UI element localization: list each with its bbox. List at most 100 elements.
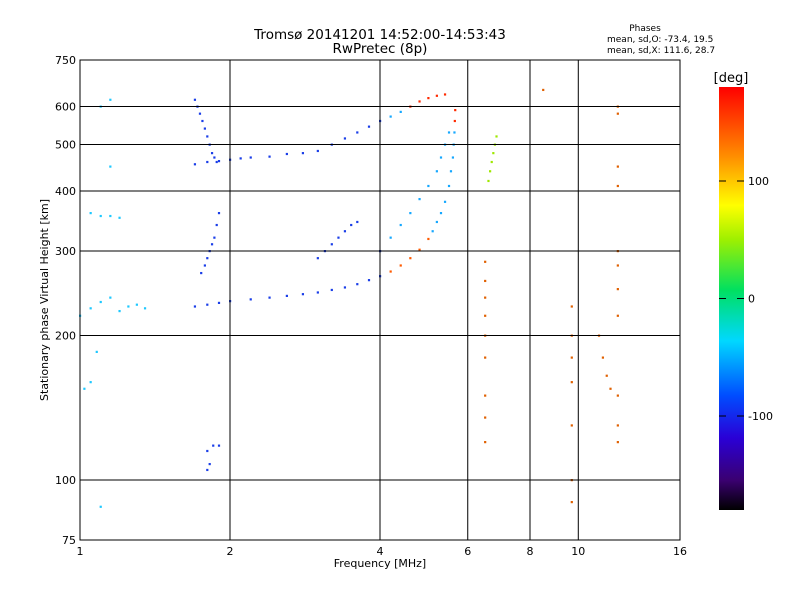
data-point bbox=[447, 131, 451, 134]
data-point bbox=[285, 294, 288, 297]
data-point bbox=[343, 286, 347, 289]
data-point bbox=[239, 157, 242, 160]
data-point bbox=[367, 279, 371, 282]
data-point bbox=[356, 283, 359, 286]
data-point bbox=[89, 381, 92, 384]
data-point bbox=[212, 444, 215, 447]
data-point bbox=[118, 309, 121, 313]
data-point bbox=[484, 441, 487, 444]
data-point bbox=[570, 381, 573, 384]
data-point bbox=[127, 305, 130, 308]
x-axis-label: Frequency [MHz] bbox=[334, 557, 426, 570]
data-point bbox=[435, 220, 438, 224]
phase-stats-o: mean, sd,O: -73.4, 19.5 bbox=[607, 35, 713, 45]
data-point bbox=[427, 97, 430, 100]
data-point bbox=[616, 112, 619, 115]
grid-lines bbox=[80, 60, 680, 540]
data-point bbox=[268, 155, 271, 158]
data-point bbox=[418, 198, 421, 201]
y-tick-label: 300 bbox=[55, 245, 76, 258]
data-point bbox=[609, 387, 612, 390]
colorbar-tick-label: 100 bbox=[748, 175, 769, 188]
y-tick-label: 750 bbox=[55, 54, 76, 67]
data-point bbox=[418, 248, 421, 251]
data-point bbox=[215, 160, 218, 164]
data-point bbox=[213, 156, 216, 159]
x-tick-label: 10 bbox=[571, 545, 585, 558]
data-point bbox=[409, 257, 412, 260]
phase-stats-x: mean, sd,X: 111.6, 28.7 bbox=[607, 46, 715, 56]
data-point bbox=[616, 441, 619, 444]
data-point bbox=[330, 243, 333, 246]
data-point bbox=[484, 296, 487, 299]
data-point bbox=[206, 468, 209, 472]
data-point bbox=[495, 135, 498, 138]
data-point bbox=[89, 212, 92, 215]
data-point bbox=[484, 416, 487, 419]
data-point bbox=[99, 505, 102, 508]
data-point bbox=[447, 184, 451, 188]
data-point bbox=[249, 298, 252, 301]
data-point bbox=[301, 293, 305, 296]
data-point bbox=[109, 296, 112, 299]
data-point bbox=[453, 131, 456, 134]
data-point bbox=[616, 184, 619, 188]
y-tick-label: 500 bbox=[55, 139, 76, 152]
data-point bbox=[118, 216, 121, 219]
data-point bbox=[616, 264, 619, 267]
data-point bbox=[208, 462, 211, 466]
data-point bbox=[217, 444, 221, 447]
data-point bbox=[109, 98, 112, 101]
data-point bbox=[316, 149, 319, 153]
data-point bbox=[399, 223, 402, 227]
data-point bbox=[454, 109, 457, 112]
data-point bbox=[449, 170, 453, 173]
data-point bbox=[439, 156, 443, 159]
data-point bbox=[570, 356, 573, 359]
data-point bbox=[399, 110, 402, 113]
colorbar-tick-label: 0 bbox=[748, 293, 755, 306]
data-point bbox=[268, 296, 271, 299]
data-point bbox=[409, 212, 412, 215]
data-point bbox=[217, 160, 221, 163]
data-point bbox=[367, 125, 371, 128]
data-point bbox=[356, 220, 359, 224]
data-point bbox=[99, 300, 102, 304]
data-point bbox=[217, 212, 221, 215]
data-point bbox=[200, 271, 203, 275]
data-point bbox=[443, 200, 447, 203]
data-point bbox=[439, 212, 443, 215]
data-point bbox=[389, 236, 392, 239]
data-point bbox=[193, 305, 197, 308]
data-point bbox=[484, 356, 487, 359]
data-points bbox=[79, 88, 619, 508]
y-tick-label: 200 bbox=[55, 330, 76, 343]
data-point bbox=[206, 449, 209, 453]
data-point bbox=[343, 230, 347, 233]
colorbar-label: [deg] bbox=[714, 71, 749, 86]
data-point bbox=[193, 163, 197, 166]
data-point bbox=[453, 119, 456, 123]
data-point bbox=[198, 112, 202, 115]
data-point bbox=[487, 179, 490, 183]
x-tick-label: 6 bbox=[464, 545, 471, 558]
data-point bbox=[492, 152, 495, 155]
data-point bbox=[389, 115, 392, 118]
colorbar-ticks: 100 0 -100 bbox=[719, 175, 773, 423]
data-point bbox=[285, 152, 288, 156]
data-point bbox=[109, 214, 112, 218]
x-tick-label: 1 bbox=[77, 545, 84, 558]
data-point bbox=[343, 137, 347, 140]
data-point bbox=[217, 301, 221, 305]
x-tick-label: 2 bbox=[227, 545, 234, 558]
data-point bbox=[135, 303, 138, 306]
data-point bbox=[484, 279, 487, 283]
x-tick-label: 16 bbox=[673, 545, 687, 558]
data-point bbox=[206, 303, 209, 306]
data-point bbox=[484, 314, 487, 317]
data-point bbox=[490, 160, 493, 164]
data-point bbox=[215, 223, 218, 227]
data-point bbox=[427, 184, 430, 188]
chart-title: Tromsø 20141201 14:52:00-14:53:43 bbox=[253, 27, 506, 43]
data-point bbox=[203, 264, 206, 267]
